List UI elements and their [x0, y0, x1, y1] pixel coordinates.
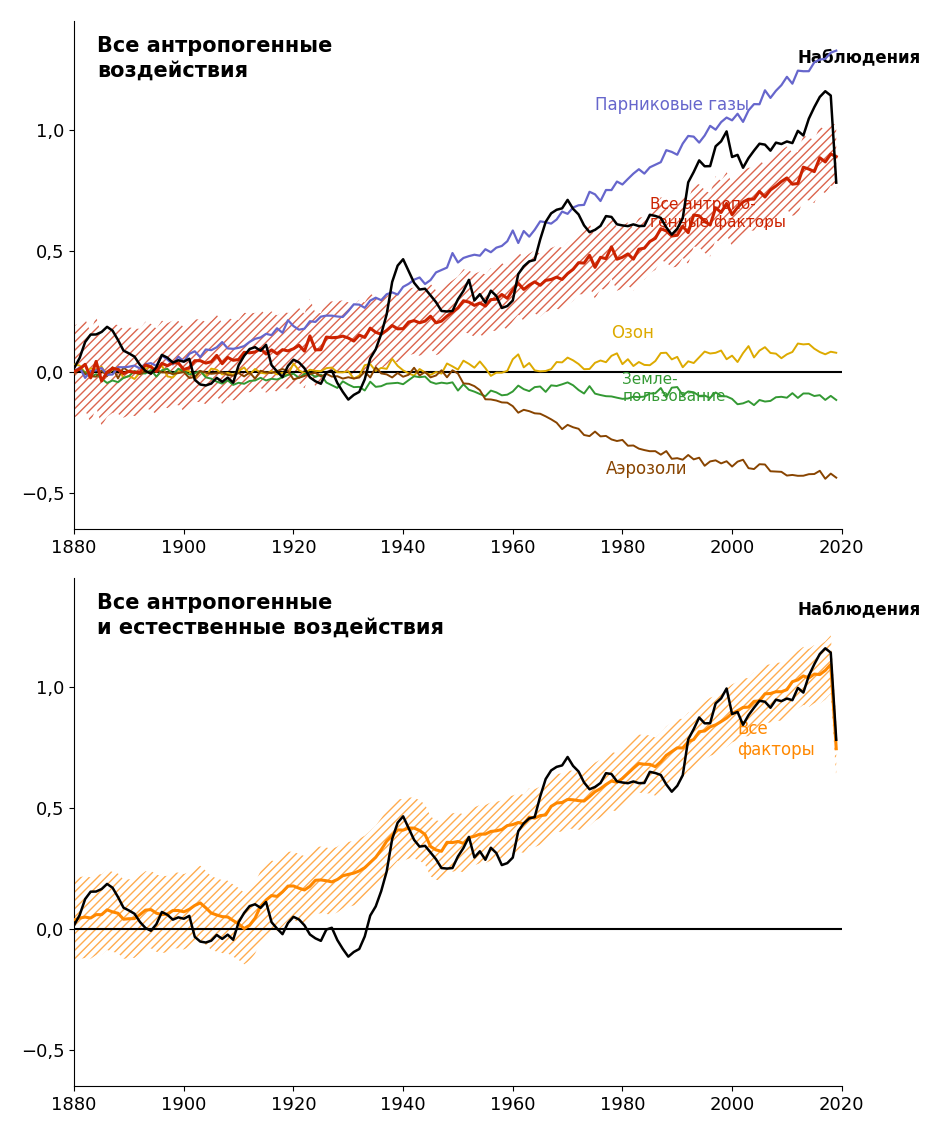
Text: Все антропогенные
воздействия: Все антропогенные воздействия [97, 36, 332, 81]
Text: Озон: Озон [612, 325, 654, 342]
Text: Аэрозоли: Аэрозоли [606, 460, 687, 478]
Text: Все
факторы: Все факторы [737, 720, 816, 758]
Text: Земле-
пользование: Земле- пользование [622, 371, 726, 404]
Text: Парниковые газы: Парниковые газы [595, 96, 750, 115]
Text: Все антропо-
генные факторы: Все антропо- генные факторы [649, 197, 785, 229]
Text: Все антропогенные
и естественные воздействия: Все антропогенные и естественные воздейс… [97, 594, 445, 638]
Text: Наблюдения: Наблюдения [798, 48, 921, 66]
Text: Наблюдения: Наблюдения [798, 600, 921, 619]
